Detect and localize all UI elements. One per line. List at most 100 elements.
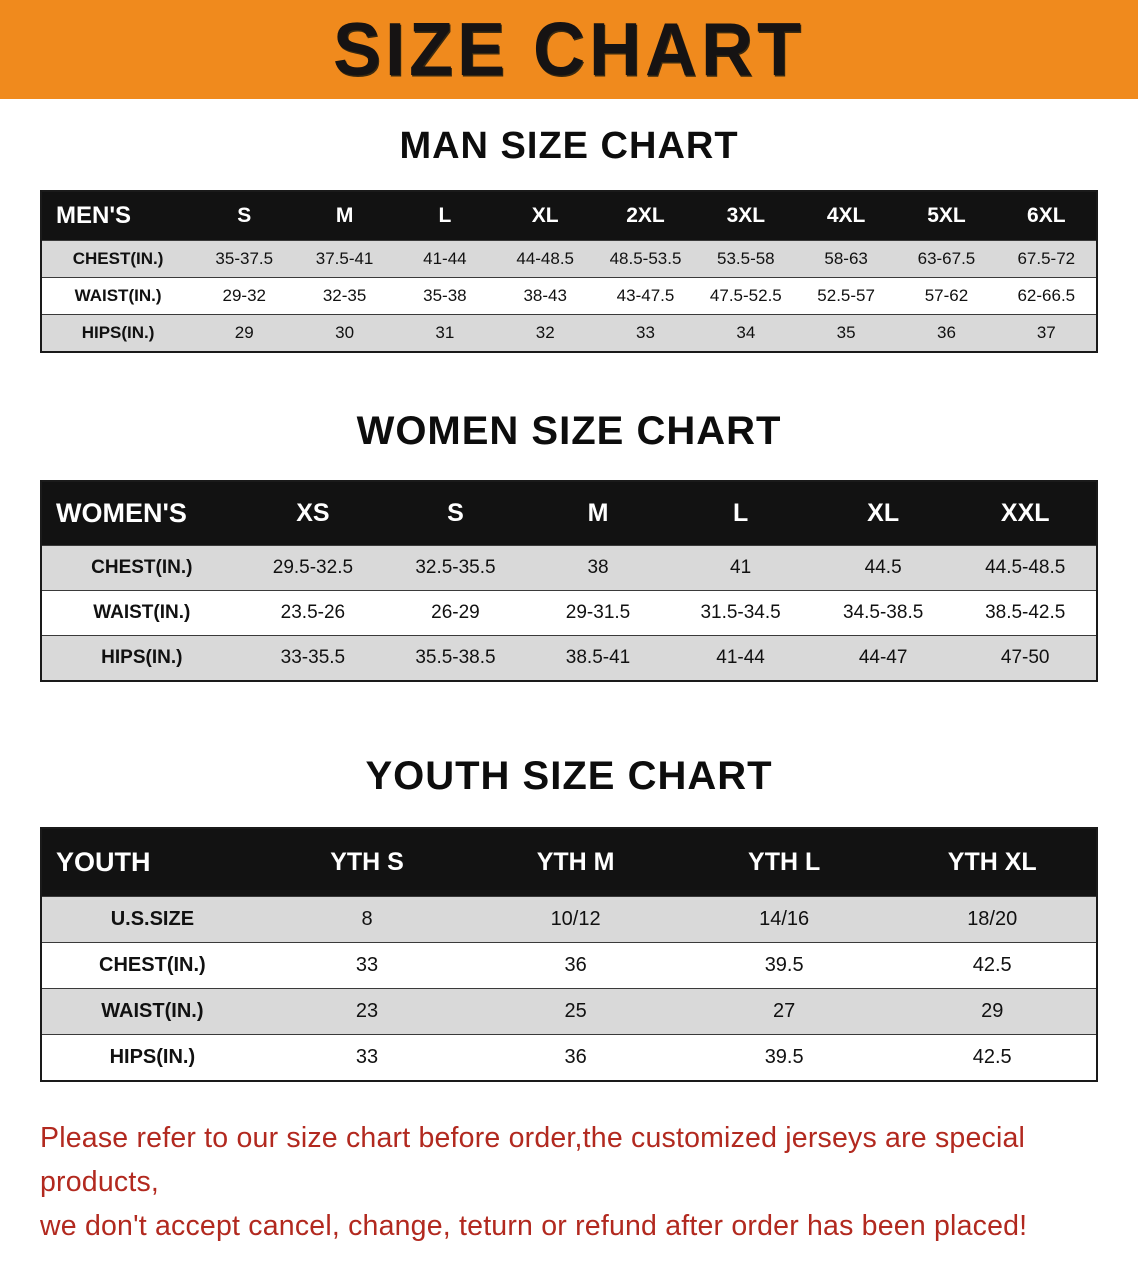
table-cell: 41-44 <box>423 249 467 268</box>
table-cell: 33-35.5 <box>280 647 346 668</box>
column-header: S <box>384 481 527 546</box>
table-cell: 53.5-58 <box>716 249 775 268</box>
table-title-cell: WOMEN'S <box>41 481 242 546</box>
men-size-table-container: MEN'S S M L XL 2XL 3XL 4XL 5XL 6XL CHEST(IN.) 35-37… <box>40 190 1098 353</box>
women-size-table-container: WOMEN'S XS S M L XL XXL CHEST(IN.) 29.5-32.5 32.5… <box>40 480 1098 682</box>
table-cell: 38.5-42.5 <box>985 602 1066 623</box>
column-header: XL <box>495 191 596 241</box>
row-label: WAIST(IN.) <box>93 602 191 623</box>
column-header: YTH S <box>262 828 472 897</box>
table-row: HIPS(IN.) 33 36 39.5 42.5 <box>41 1034 1097 1081</box>
row-label: CHEST(IN.) <box>72 249 164 268</box>
table-cell: 44.5-48.5 <box>985 557 1066 578</box>
table-cell: 14/16 <box>759 908 810 930</box>
column-header: M <box>294 191 395 241</box>
row-label: CHEST(IN.) <box>99 954 206 976</box>
table-cell: 37.5-41 <box>315 249 374 268</box>
table-cell: 43-47.5 <box>616 286 675 305</box>
table-cell: 23.5-26 <box>280 602 346 623</box>
table-row: CHEST(IN.) 29.5-32.5 32.5-35.5 38 41 44.5 44.5… <box>41 545 1097 591</box>
order-policy-line-2: we don't accept cancel, change, teturn o… <box>40 1210 1028 1243</box>
table-cell: 35-38 <box>423 286 467 305</box>
column-header: 2XL <box>595 191 696 241</box>
table-cell: 38-43 <box>523 286 567 305</box>
column-header: XS <box>241 481 385 546</box>
men-size-section: MAN SIZE CHART MEN'S S M L XL 2XL 3XL 4XL 5XL 6XL… <box>0 125 1138 353</box>
table-cell: 35 <box>836 323 856 342</box>
column-header: 4XL <box>795 191 897 241</box>
table-cell: 29-31.5 <box>565 602 631 623</box>
table-cell: 27 <box>773 1000 796 1022</box>
page-title: SIZE CHART <box>333 7 805 92</box>
youth-section-heading: YOUTH SIZE CHART <box>365 754 773 798</box>
column-header: XL <box>811 481 955 546</box>
table-header-row: MEN'S S M L XL 2XL 3XL 4XL 5XL 6XL <box>41 191 1097 241</box>
row-label: HIPS(IN.) <box>101 647 183 668</box>
column-header: L <box>394 191 496 241</box>
banner: SIZE CHART <box>0 0 1138 99</box>
table-cell: 57-62 <box>924 286 969 305</box>
table-cell: 44.5 <box>864 557 902 578</box>
table-cell: 34 <box>736 323 756 342</box>
table-header-row: YOUTH YTH S YTH M YTH L YTH XL <box>41 828 1097 897</box>
order-policy-note: Please refer to our size chart before or… <box>0 1116 1138 1273</box>
row-label: U.S.SIZE <box>110 908 195 930</box>
column-header: L <box>669 481 812 546</box>
table-cell: 32 <box>535 323 555 342</box>
table-cell: 29 <box>234 323 254 342</box>
table-row: WAIST(IN.) 29-32 32-35 35-38 38-43 43-47.5 47.… <box>41 277 1097 315</box>
row-label: HIPS(IN.) <box>109 1046 196 1068</box>
table-row: U.S.SIZE 8 10/12 14/16 18/20 <box>41 896 1097 943</box>
table-title-cell: MEN'S <box>41 191 195 241</box>
column-header: 6XL <box>996 191 1097 241</box>
table-cell: 32.5-35.5 <box>415 557 496 578</box>
youth-size-table-container: YOUTH YTH S YTH M YTH L YTH XL U.S.SIZE 8 10/12… <box>40 827 1098 1082</box>
table-cell: 23 <box>355 1000 379 1022</box>
table-cell: 33 <box>355 954 379 976</box>
table-cell: 44-48.5 <box>516 249 575 268</box>
column-header: M <box>526 481 670 546</box>
table-cell: 67.5-72 <box>1017 249 1076 268</box>
table-cell: 62-66.5 <box>1017 286 1076 305</box>
table-cell: 31 <box>435 323 455 342</box>
table-cell: 39.5 <box>764 1046 804 1068</box>
row-label: CHEST(IN.) <box>91 557 193 578</box>
men-section-heading: MAN SIZE CHART <box>399 125 739 167</box>
table-cell: 63-67.5 <box>917 249 976 268</box>
table-cell: 42.5 <box>972 1046 1012 1068</box>
table-cell: 44-47 <box>858 647 908 668</box>
column-header: YTH M <box>471 828 680 897</box>
table-cell: 39.5 <box>764 954 804 976</box>
column-header: YTH XL <box>888 828 1097 897</box>
table-cell: 36 <box>936 323 956 342</box>
table-cell: 30 <box>335 323 355 342</box>
table-cell: 52.5-57 <box>817 286 875 305</box>
youth-size-section: YOUTH SIZE CHART YOUTH YTH S YTH M YTH L YTH… <box>0 754 1138 1082</box>
men-size-table: MEN'S S M L XL 2XL 3XL 4XL 5XL 6XL CHEST(IN.) 35-37… <box>40 190 1098 353</box>
table-row: HIPS(IN.) 33-35.5 35.5-38.5 38.5-41 41-44 44-… <box>41 635 1097 681</box>
column-header: XXL <box>954 481 1097 546</box>
women-size-section: WOMEN SIZE CHART WOMEN'S XS S M L XL XXL CHEST(… <box>0 409 1138 682</box>
table-cell: 35-37.5 <box>215 249 274 268</box>
table-cell: 35.5-38.5 <box>415 647 496 668</box>
column-header: 3XL <box>695 191 796 241</box>
table-cell: 25 <box>564 1000 587 1022</box>
table-header-row: WOMEN'S XS S M L XL XXL <box>41 481 1097 546</box>
table-row: CHEST(IN.) 33 36 39.5 42.5 <box>41 942 1097 989</box>
table-cell: 38.5-41 <box>565 647 631 668</box>
row-label: WAIST(IN.) <box>101 1000 204 1022</box>
table-cell: 8 <box>361 908 373 930</box>
youth-size-table: YOUTH YTH S YTH M YTH L YTH XL U.S.SIZE 8 10/12… <box>40 827 1098 1082</box>
row-label: HIPS(IN.) <box>81 323 155 342</box>
table-cell: 41-44 <box>716 647 765 668</box>
table-cell: 31.5-34.5 <box>700 602 781 623</box>
women-section-heading: WOMEN SIZE CHART <box>356 409 782 453</box>
table-cell: 29.5-32.5 <box>272 557 354 578</box>
row-label: WAIST(IN.) <box>74 286 162 305</box>
order-policy-line-1: Please refer to our size chart before or… <box>40 1122 1026 1199</box>
table-cell: 47-50 <box>1000 647 1050 668</box>
table-row: WAIST(IN.) 23.5-26 26-29 29-31.5 31.5-34.5 34… <box>41 590 1097 636</box>
women-size-table: WOMEN'S XS S M L XL XXL CHEST(IN.) 29.5-32.5 32.5… <box>40 480 1098 682</box>
table-cell: 33 <box>636 323 655 342</box>
